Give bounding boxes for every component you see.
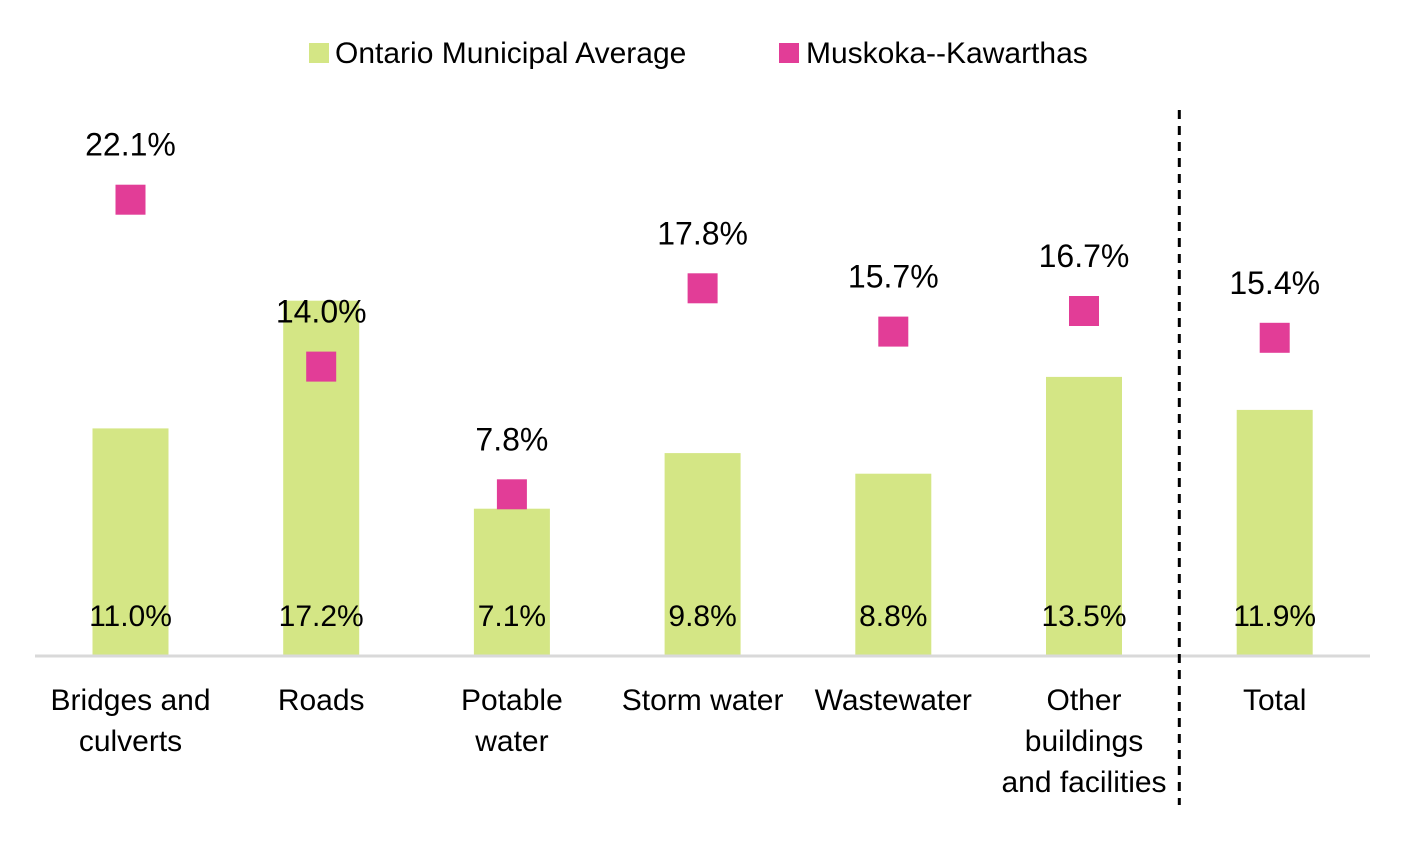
legend-label-muskoka-kawarthas: Muskoka--Kawarthas <box>806 37 1088 70</box>
bar-value-label: 7.1% <box>478 600 546 633</box>
marker-labels-layer: 22.1% 14.0% 7.8% 17.8% 15.7% 16.7% 15.4% <box>85 127 1320 458</box>
bar <box>92 428 169 655</box>
marker-value-label: 14.0% <box>276 294 367 330</box>
marker <box>496 479 527 510</box>
category-label: Total <box>1243 684 1306 717</box>
bar <box>664 453 741 655</box>
marker-value-label: 15.7% <box>848 259 939 295</box>
marker-value-label: 15.4% <box>1229 265 1320 301</box>
category-label: Other buildings and facilities <box>1001 684 1166 799</box>
bar <box>473 508 550 655</box>
marker <box>306 351 337 382</box>
marker-value-label: 7.8% <box>475 421 548 457</box>
bar-labels-layer: 11.0% 17.2% 7.1% 9.8% 8.8% 13.5% 11.9% <box>89 600 1316 633</box>
category-labels-layer: Bridges and culverts Roads Potable water Stor… <box>50 684 1306 799</box>
bar-value-label: 11.0% <box>89 600 172 633</box>
marker <box>687 273 718 304</box>
category-label: Roads <box>278 684 365 717</box>
marker <box>1259 322 1290 353</box>
legend-swatch-ontario-average <box>309 43 329 63</box>
category-label: Storm water <box>622 684 784 717</box>
marker <box>878 316 909 347</box>
category-label: Bridges and culverts <box>50 684 210 758</box>
bar-value-label: 13.5% <box>1041 600 1126 633</box>
category-label: Wastewater <box>815 684 972 717</box>
marker <box>115 184 146 215</box>
bar-value-label: 17.2% <box>279 600 364 633</box>
marker <box>1069 296 1099 326</box>
legend-label-ontario-average: Ontario Municipal Average <box>335 37 686 70</box>
bar <box>1046 376 1122 655</box>
marker-value-label: 16.7% <box>1039 238 1130 274</box>
bar <box>1236 409 1313 655</box>
marker-value-label: 22.1% <box>85 127 176 163</box>
bar <box>855 473 932 655</box>
marker-value-label: 17.8% <box>657 215 748 251</box>
legend-swatch-muskoka-kawarthas <box>779 43 799 63</box>
bar-value-label: 9.8% <box>668 600 736 633</box>
bar-value-label: 11.9% <box>1233 600 1316 633</box>
bars-layer <box>92 300 1313 655</box>
markers-layer <box>115 184 1290 510</box>
category-label: Potable water <box>461 684 563 758</box>
legend: Ontario Municipal Average Muskoka--Kawar… <box>309 37 1088 70</box>
bar-value-label: 8.8% <box>859 600 927 633</box>
